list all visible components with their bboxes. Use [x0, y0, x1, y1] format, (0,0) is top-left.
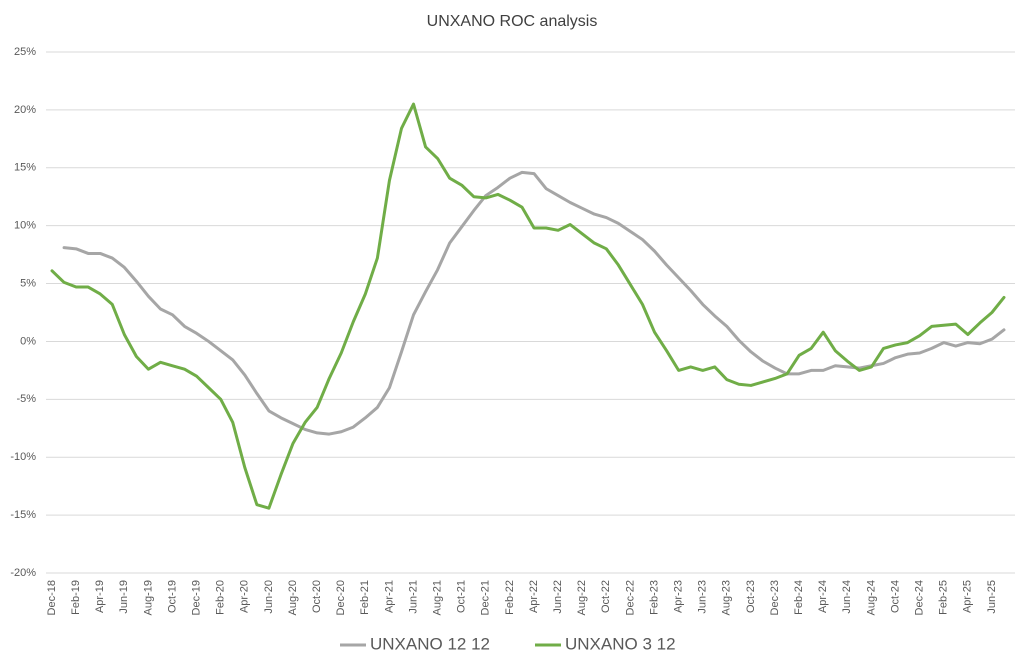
x-tick-label: Jun-19	[118, 580, 130, 614]
x-tick-label: Oct-20	[311, 580, 323, 613]
x-tick-label: Apr-20	[239, 580, 251, 613]
x-tick-label: Aug-20	[287, 580, 299, 615]
x-tick-label: Feb-25	[938, 580, 950, 615]
x-tick-label: Jun-21	[407, 580, 419, 614]
x-tick-label: Aug-22	[576, 580, 588, 615]
x-tick-label: Feb-20	[215, 580, 227, 615]
x-tick-label: Dec-18	[46, 580, 58, 615]
y-tick-label: 5%	[20, 277, 36, 289]
series-line	[50, 102, 1006, 510]
chart-title: UNXANO ROC analysis	[427, 13, 598, 30]
x-tick-label: Apr-21	[383, 580, 395, 613]
y-tick-label: 15%	[14, 162, 36, 174]
legend-label: UNXANO 3 12	[565, 634, 676, 653]
x-tick-label: Jun-23	[697, 580, 709, 614]
x-tick-label: Dec-24	[914, 580, 926, 615]
x-tick-label: Aug-19	[142, 580, 154, 615]
x-tick-label: Feb-19	[70, 580, 82, 615]
x-tick-label: Jun-20	[263, 580, 275, 614]
y-tick-label: 10%	[14, 220, 36, 232]
x-tick-label: Apr-23	[673, 580, 685, 613]
x-tick-label: Oct-21	[456, 580, 468, 613]
series-line	[62, 170, 1006, 436]
y-tick-label: 25%	[14, 46, 36, 58]
x-tick-label: Dec-23	[769, 580, 781, 615]
x-tick-label: Jun-22	[552, 580, 564, 614]
x-tick-label: Feb-21	[359, 580, 371, 615]
x-tick-label: Apr-19	[94, 580, 106, 613]
y-tick-label: 20%	[14, 104, 36, 116]
y-tick-label: -15%	[10, 509, 36, 521]
x-tick-label: Apr-22	[528, 580, 540, 613]
x-tick-label: Oct-22	[600, 580, 612, 613]
x-tick-label: Dec-21	[480, 580, 492, 615]
y-tick-label: -10%	[10, 451, 36, 463]
x-tick-label: Dec-19	[191, 580, 203, 615]
y-tick-label: 0%	[20, 335, 36, 347]
x-tick-label: Jun-24	[841, 580, 853, 614]
x-tick-label: Dec-22	[624, 580, 636, 615]
x-tick-label: Oct-23	[745, 580, 757, 613]
x-tick-label: Oct-24	[889, 580, 901, 613]
x-tick-label: Feb-23	[648, 580, 660, 615]
x-tick-label: Oct-19	[166, 580, 178, 613]
legend-label: UNXANO 12 12	[370, 634, 490, 653]
x-tick-label: Jun-25	[986, 580, 998, 614]
y-tick-label: -5%	[16, 393, 36, 405]
x-tick-label: Aug-24	[865, 580, 877, 615]
x-tick-label: Dec-20	[335, 580, 347, 615]
x-tick-label: Apr-24	[817, 580, 829, 613]
x-tick-label: Apr-25	[962, 580, 974, 613]
x-tick-label: Feb-24	[793, 580, 805, 615]
x-tick-label: Feb-22	[504, 580, 516, 615]
x-tick-label: Aug-23	[721, 580, 733, 615]
y-tick-label: -20%	[10, 567, 36, 579]
x-tick-label: Aug-21	[432, 580, 444, 615]
